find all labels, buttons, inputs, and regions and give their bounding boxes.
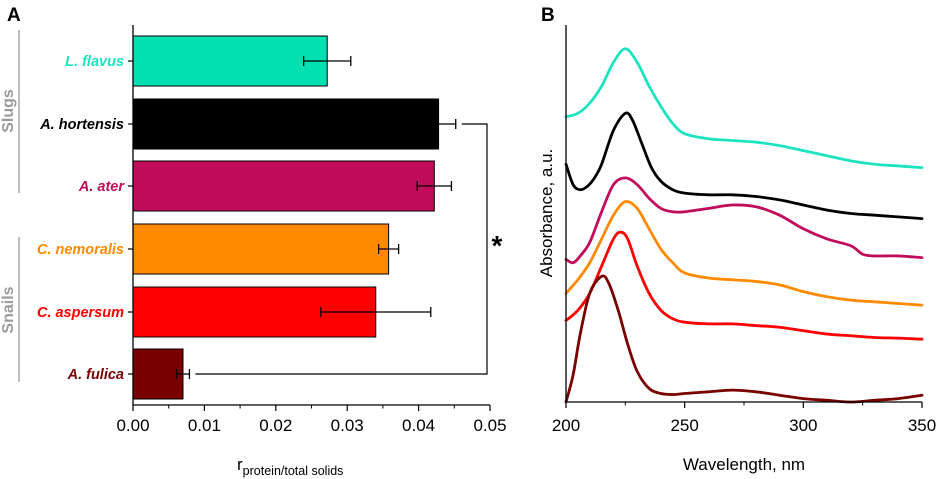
- x-axis-title-main: r: [237, 455, 243, 474]
- spectrum-line-c-nemoralis: [564, 200, 924, 307]
- x-axis-title: rprotein/total solids: [237, 455, 343, 478]
- panel-a-bar-chart: L. flavus A. hortensis A. ater C. nemoralis…: [0, 25, 507, 478]
- x-tick-label-1: 0.01: [188, 416, 221, 435]
- group-label-slugs: Slugs: [0, 89, 17, 133]
- group-label-snails: Snails: [0, 286, 17, 333]
- x-axis-title-subscript: protein/total solids: [243, 464, 344, 478]
- category-label-a-hortensis: A. hortensis: [39, 117, 124, 133]
- significance-marker: *: [492, 230, 503, 261]
- significance-bracket: [195, 123, 488, 375]
- x-tick-label-4: 0.04: [402, 416, 435, 435]
- bar-a-ater: [132, 160, 435, 212]
- spectrum-line-a-hortensis: [564, 111, 924, 220]
- b-x-tick-label-0: 200: [552, 416, 580, 435]
- panel-b-line-chart: 200 250 300 350 Wavelength, nm Absorbance, a.…: [537, 25, 936, 474]
- b-x-tick-label-3: 350: [908, 416, 936, 435]
- spectrum-line-a-fulica: [564, 274, 924, 404]
- b-y-axis-title: Absorbance, a.u.: [537, 149, 556, 278]
- category-label-l-flavus: L. flavus: [65, 54, 124, 70]
- bar-a-fulica: [132, 348, 184, 400]
- spectrum-line-l-flavus: [564, 47, 924, 170]
- b-x-tick-label-1: 250: [670, 416, 698, 435]
- x-tick-label-0: 0.00: [116, 416, 149, 435]
- spectrum-line-a-ater: [564, 176, 924, 265]
- category-label-a-fulica: A. fulica: [67, 367, 124, 383]
- b-x-tick-label-2: 300: [789, 416, 817, 435]
- x-tick-label-5: 0.05: [473, 416, 506, 435]
- category-label-c-nemoralis: C. nemoralis: [37, 242, 124, 258]
- spectrum-line-c-aspersum: [564, 230, 924, 341]
- category-label-a-ater: A. ater: [78, 179, 125, 195]
- panel-label-a: A: [7, 5, 21, 26]
- x-tick-label-2: 0.02: [259, 416, 292, 435]
- bar-l-flavus: [132, 35, 328, 87]
- bar-c-nemoralis: [132, 223, 390, 275]
- bar-a-hortensis: [132, 98, 440, 150]
- category-label-c-aspersum: C. aspersum: [37, 305, 124, 321]
- x-tick-label-3: 0.03: [331, 416, 364, 435]
- b-x-axis-title: Wavelength, nm: [683, 455, 805, 474]
- panel-label-b: B: [541, 5, 555, 26]
